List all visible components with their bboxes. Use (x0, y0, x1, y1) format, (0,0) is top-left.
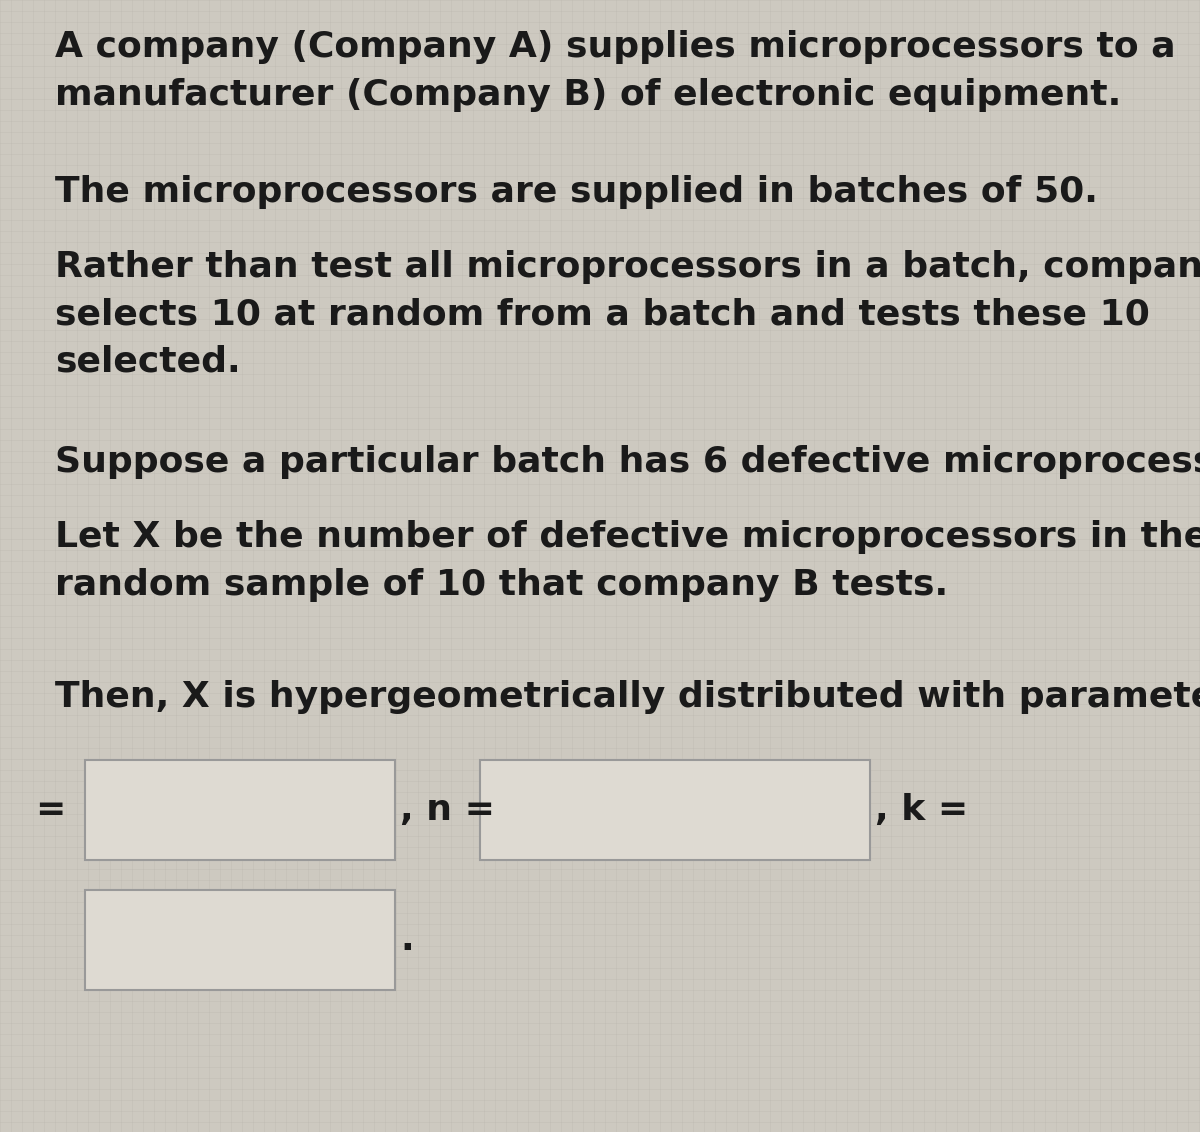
Text: Then, X is hypergeometrically distributed with parameters N: Then, X is hypergeometrically distribute… (55, 680, 1200, 714)
Text: .: . (400, 923, 414, 957)
Text: , n =: , n = (400, 794, 496, 827)
Text: , k =: , k = (875, 794, 968, 827)
Text: =: = (35, 794, 65, 827)
Text: A company (Company A) supplies microprocessors to a
manufacturer (Company B) of : A company (Company A) supplies microproc… (55, 31, 1176, 111)
Text: The microprocessors are supplied in batches of 50.: The microprocessors are supplied in batc… (55, 175, 1098, 209)
FancyBboxPatch shape (85, 760, 395, 860)
Text: Suppose a particular batch has 6 defective microprocessors.: Suppose a particular batch has 6 defecti… (55, 445, 1200, 479)
FancyBboxPatch shape (85, 890, 395, 990)
Text: Let X be the number of defective microprocessors in the
random sample of 10 that: Let X be the number of defective micropr… (55, 520, 1200, 601)
Text: Rather than test all microprocessors in a batch, company B
selects 10 at random : Rather than test all microprocessors in … (55, 250, 1200, 379)
FancyBboxPatch shape (480, 760, 870, 860)
